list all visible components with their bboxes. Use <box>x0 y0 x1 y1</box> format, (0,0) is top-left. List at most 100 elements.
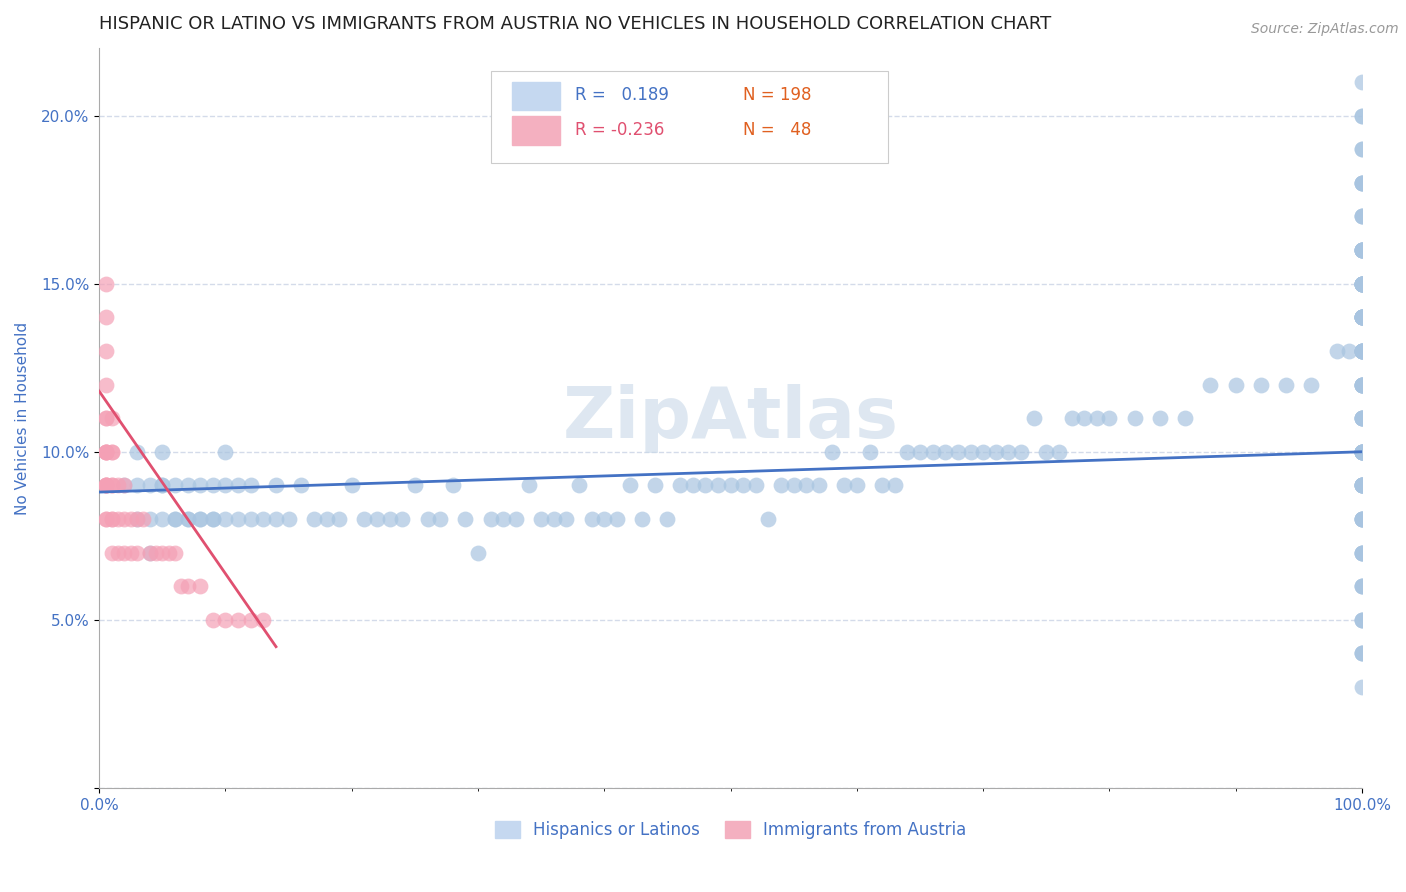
Point <box>239 478 262 492</box>
Point <box>157 545 180 559</box>
Point <box>94 444 117 458</box>
Point <box>808 478 831 492</box>
Point <box>631 512 654 526</box>
Point <box>120 545 142 559</box>
Point <box>214 444 236 458</box>
Point <box>707 478 730 492</box>
Point <box>530 512 553 526</box>
Point <box>1351 343 1374 358</box>
FancyBboxPatch shape <box>512 82 560 110</box>
Point <box>1351 310 1374 325</box>
Point <box>163 478 186 492</box>
Point <box>328 512 350 526</box>
Point <box>1098 411 1121 425</box>
Point <box>176 512 198 526</box>
Point <box>114 478 136 492</box>
Point <box>959 444 981 458</box>
Text: HISPANIC OR LATINO VS IMMIGRANTS FROM AUSTRIA NO VEHICLES IN HOUSEHOLD CORRELATI: HISPANIC OR LATINO VS IMMIGRANTS FROM AU… <box>100 15 1052 33</box>
Point <box>94 444 117 458</box>
Point <box>150 512 173 526</box>
Point <box>1351 310 1374 325</box>
Point <box>1351 277 1374 291</box>
Point <box>1351 377 1374 392</box>
Point <box>138 512 160 526</box>
Point <box>1351 343 1374 358</box>
Point <box>908 444 931 458</box>
Point <box>114 545 136 559</box>
Point <box>1351 243 1374 257</box>
Point <box>366 512 388 526</box>
Point <box>214 512 236 526</box>
Point <box>1351 75 1374 89</box>
Point <box>176 478 198 492</box>
Point <box>1351 613 1374 627</box>
Point <box>94 377 117 392</box>
Point <box>1351 176 1374 190</box>
Point <box>127 545 149 559</box>
Point <box>101 512 124 526</box>
Point <box>1351 243 1374 257</box>
Point <box>214 478 236 492</box>
Point <box>226 613 249 627</box>
FancyBboxPatch shape <box>491 70 889 163</box>
Point <box>94 343 117 358</box>
Point <box>163 512 186 526</box>
Point <box>1351 310 1374 325</box>
Point <box>1351 545 1374 559</box>
Point <box>1351 478 1374 492</box>
Point <box>1351 545 1374 559</box>
Point <box>619 478 641 492</box>
Point <box>201 613 224 627</box>
Point <box>1351 377 1374 392</box>
Point <box>758 512 780 526</box>
Point <box>127 444 149 458</box>
Point <box>107 478 129 492</box>
Point <box>101 478 124 492</box>
Point <box>1351 444 1374 458</box>
Point <box>163 545 186 559</box>
Point <box>1351 579 1374 593</box>
Point <box>467 545 489 559</box>
Point <box>170 579 193 593</box>
Point <box>101 478 124 492</box>
Point <box>1351 411 1374 425</box>
Point <box>1351 444 1374 458</box>
Point <box>1351 310 1374 325</box>
Point <box>1351 444 1374 458</box>
Point <box>1351 545 1374 559</box>
Point <box>883 478 905 492</box>
Point <box>1351 210 1374 224</box>
Point <box>252 512 274 526</box>
Point <box>1351 411 1374 425</box>
Point <box>429 512 451 526</box>
Point <box>176 579 198 593</box>
Point <box>1060 411 1083 425</box>
Point <box>1351 680 1374 694</box>
Point <box>1351 377 1374 392</box>
Point <box>517 478 540 492</box>
Point <box>896 444 918 458</box>
Text: Source: ZipAtlas.com: Source: ZipAtlas.com <box>1251 22 1399 37</box>
Point <box>1351 512 1374 526</box>
Point <box>239 613 262 627</box>
Point <box>1351 142 1374 156</box>
Point <box>1326 343 1348 358</box>
Point <box>946 444 969 458</box>
FancyBboxPatch shape <box>512 117 560 145</box>
Point <box>201 512 224 526</box>
Point <box>1351 176 1374 190</box>
Point <box>1351 444 1374 458</box>
Point <box>1149 411 1171 425</box>
Point <box>1351 478 1374 492</box>
Point <box>644 478 666 492</box>
Point <box>107 545 129 559</box>
Point <box>1225 377 1247 392</box>
Point <box>94 411 117 425</box>
Point <box>1351 310 1374 325</box>
Point <box>921 444 943 458</box>
Point <box>1351 277 1374 291</box>
Point <box>188 512 211 526</box>
Point <box>1351 444 1374 458</box>
Point <box>1275 377 1298 392</box>
Point <box>176 512 198 526</box>
